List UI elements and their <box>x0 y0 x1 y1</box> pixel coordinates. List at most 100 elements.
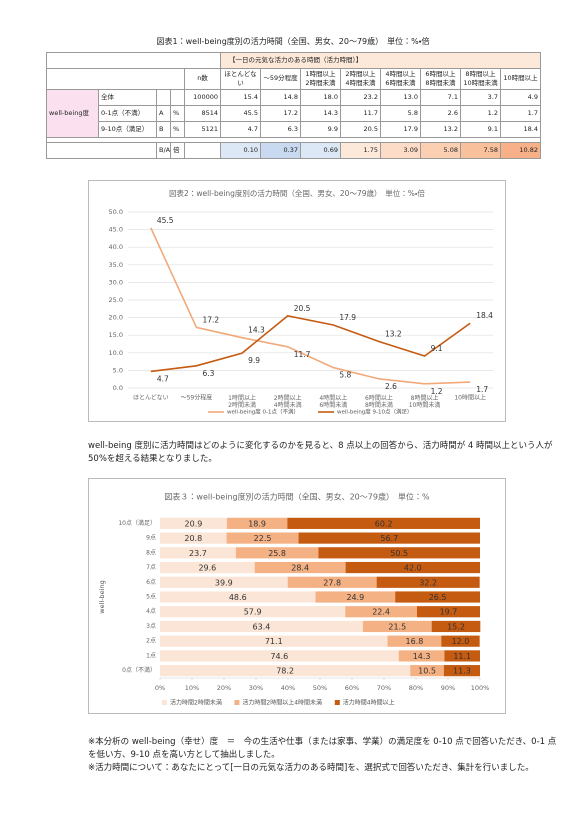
data-label: 20.8 <box>184 534 202 543</box>
data-label: 42.0 <box>404 564 422 573</box>
cell: 2.6 <box>420 104 461 122</box>
cell: 45.5 <box>220 104 261 122</box>
y-tick-label: 7点 <box>146 563 156 571</box>
x-tick-label: 60% <box>345 684 359 692</box>
series-line <box>150 227 471 385</box>
bar-segment <box>160 517 227 529</box>
cell: 18.4 <box>500 120 541 138</box>
ratio-row: B/A 倍 0.10 0.37 0.69 1.75 3.09 5.08 7.58 10.82 <box>46 141 541 159</box>
bar-segment <box>431 620 481 633</box>
bar-segment <box>376 576 480 588</box>
data-label: 9.9 <box>248 356 260 365</box>
bar-segment <box>395 591 480 603</box>
y-tick-label: 5.0 <box>113 366 123 374</box>
data-label: 12.0 <box>452 637 470 646</box>
table-row: 9-10点（満足） B% 5121 4.7 6.3 9.9 20.5 17.9 13.2 9.1 1… <box>47 120 541 138</box>
cell: 5.8 <box>380 104 421 122</box>
cell: 4.9 <box>500 88 541 106</box>
blank-cell <box>46 68 185 90</box>
data-label: 78.2 <box>276 667 294 676</box>
header-row: 【一日の元気な活力のある時間（活力時間）】 <box>46 52 541 69</box>
table-row: well-being度 全体 100000 15.4 14.8 18.0 23.2 13.0 7… <box>46 88 541 138</box>
data-label: 15.2 <box>447 622 465 631</box>
table-row: 0-1点（不満） A% 8514 45.5 17.2 14.3 11.7 5.8 2.6 1.2 1… <box>47 104 541 122</box>
x-tick-label: 40% <box>281 684 295 692</box>
bar-segment <box>160 561 255 574</box>
data-label: 14.3 <box>248 326 265 335</box>
y-tick-label: 3点 <box>146 622 156 630</box>
cell: 3.09 <box>380 141 421 159</box>
cell: 20.5 <box>340 120 381 138</box>
y-tick-label: 45.0 <box>109 226 123 234</box>
x-tick-label: 1時間以上 2時間未満 <box>228 394 256 409</box>
bar-segment <box>298 532 480 544</box>
cell: 23.2 <box>340 88 381 106</box>
y-tick-label: 30.0 <box>109 278 123 286</box>
y-tick-label: 9点 <box>146 534 156 542</box>
legend-swatch <box>162 700 167 705</box>
data-label: 18.4 <box>476 311 493 320</box>
bar-segment <box>160 591 316 603</box>
bar-segment <box>226 517 288 529</box>
x-tick-label: 2時間以上 4時間未満 <box>274 394 302 409</box>
data-label: 24.9 <box>346 593 364 602</box>
x-tick-label: 10時間以上 <box>454 394 486 402</box>
y-tick-label: 35.0 <box>109 261 123 269</box>
header-row: n数 ほとんどない ～59分程度 1時間以上 2時間未満 2時間以上 4時間未満 4時間以… <box>46 68 541 90</box>
bar-segment <box>287 576 377 588</box>
data-label: 25.8 <box>268 549 286 558</box>
cell: 10.82 <box>500 141 541 159</box>
row-label: 0-1点（不満） <box>98 104 157 122</box>
y-tick-label: 50.0 <box>109 208 123 216</box>
bar-segment <box>416 606 480 618</box>
bar-segment <box>160 532 227 544</box>
data-label: 21.5 <box>388 622 406 631</box>
row-unit: 倍 <box>170 141 185 159</box>
bar-segment <box>226 532 299 544</box>
data-label: 28.4 <box>291 564 309 573</box>
y-tick-label: 40.0 <box>109 243 123 251</box>
bar-segment <box>160 620 363 633</box>
bar-segment <box>160 576 288 588</box>
data-label: 9.1 <box>431 344 443 353</box>
data-label: 11.1 <box>453 652 471 661</box>
legend-label: 活力時間4時間以上 <box>343 699 395 707</box>
row-group-label: well-being度 <box>46 88 99 138</box>
data-label: 57.9 <box>244 608 262 617</box>
data-label: 50.5 <box>390 549 408 558</box>
data-label: 4.7 <box>157 374 169 383</box>
x-tick-label: 100% <box>471 684 490 692</box>
bar-segment <box>443 665 480 677</box>
y-axis-title: well-being <box>98 580 106 613</box>
paragraph: well-being 度別に活力時間はどのように変化するのかを見ると、8 点以上… <box>88 441 553 465</box>
data-label: 22.5 <box>254 534 272 543</box>
cell: 5.08 <box>420 141 461 159</box>
cell: 14.8 <box>260 88 301 106</box>
cell: 14.3 <box>300 104 341 122</box>
cell: 0.69 <box>300 141 341 159</box>
data-label: 16.8 <box>405 637 423 646</box>
x-tick-label: 80% <box>409 684 423 692</box>
line-chart: 図表2：well-being度別の活力時間（全国、男女、20～79歳） 単位：%… <box>88 180 506 422</box>
cell: 11.7 <box>340 104 381 122</box>
notes: ※本分析の well-being（幸せ）度 ＝ 今の生活や仕事（または家事、学業… <box>88 736 558 776</box>
cell: 17.2 <box>260 104 301 122</box>
bar-segment <box>235 547 319 559</box>
cell: 4.7 <box>220 120 261 138</box>
data-label: 60.2 <box>375 519 393 528</box>
row-code: A <box>156 104 171 122</box>
data-label: 23.7 <box>189 549 207 558</box>
cell: 1.2 <box>460 104 501 122</box>
bar-segment <box>315 591 396 603</box>
x-tick-label: 90% <box>441 684 455 692</box>
x-tick-label: 20% <box>217 684 231 692</box>
y-tick-label: 10点（満足） <box>118 519 156 527</box>
bar-segment <box>441 635 480 647</box>
row-label: 9-10点（満足） <box>98 120 157 138</box>
bar-segment <box>398 650 445 662</box>
column-header: ほとんどない <box>220 68 261 90</box>
y-tick-label: 10.0 <box>109 349 123 357</box>
cell: 9.9 <box>300 120 341 138</box>
cell: 8514 <box>184 104 221 122</box>
